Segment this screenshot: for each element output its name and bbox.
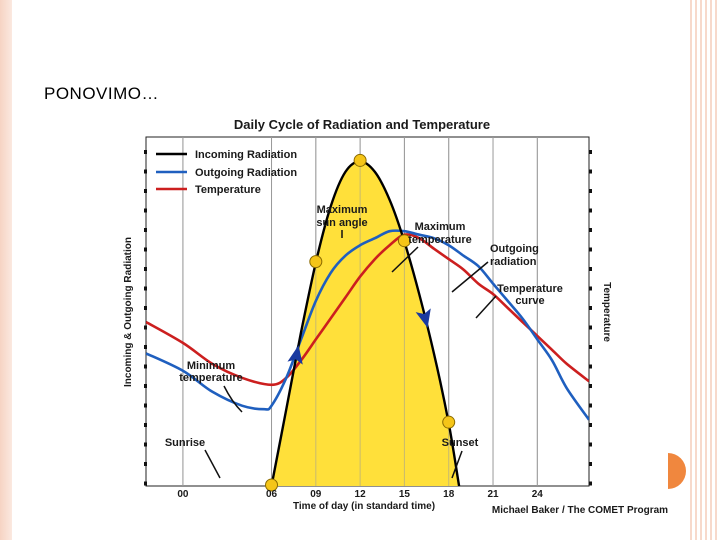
legend-label-outgoing: Outgoing Radiation <box>195 167 297 179</box>
temperature-line <box>146 233 589 387</box>
annotation-max-temp-line2: temperature <box>408 234 472 246</box>
annotation-outgoing-line1: Outgoing <box>490 243 539 255</box>
annotation-min-temp-line2: temperature <box>179 372 243 384</box>
right-tick-1 <box>589 169 592 174</box>
annotation-sunset-pointer <box>451 450 463 479</box>
annotation-temp-curve-line2: curve <box>515 295 544 307</box>
sun-area-fill <box>271 161 460 486</box>
right-tick-10 <box>589 345 592 349</box>
left-tick-16 <box>144 462 147 466</box>
x-axis-label: Time of day (in standard time) <box>293 501 435 512</box>
right-tick-11 <box>589 364 592 369</box>
side-ticks <box>144 150 592 486</box>
left-tick-7 <box>144 286 147 291</box>
x-tick-labels: 00 06 09 12 15 18 21 24 <box>177 489 543 500</box>
legend-label-incoming: Incoming Radiation <box>195 149 297 161</box>
x-tick-label-00: 00 <box>177 489 189 500</box>
annotations: Maximum sun angle Maximum temperature Ou… <box>165 204 563 479</box>
slide-border-left <box>0 0 12 540</box>
left-tick-17 <box>144 481 147 486</box>
left-tick-11 <box>144 364 147 369</box>
left-tick-6 <box>144 267 147 271</box>
arrow-rising <box>287 345 303 365</box>
annotation-max-sun-line2: sun angle <box>316 217 367 229</box>
left-tick-3 <box>144 208 147 213</box>
y-axis-label-right: Temperature <box>601 282 612 342</box>
left-tick-14 <box>144 423 147 427</box>
annotation-sunrise-pointer <box>204 449 221 479</box>
marker-18 <box>442 415 456 429</box>
annotation-max-sun-line1: Maximum <box>317 204 368 216</box>
left-tick-4 <box>144 228 147 232</box>
left-tick-8 <box>144 306 147 310</box>
right-tick-9 <box>589 325 592 330</box>
sun-area <box>182 137 538 486</box>
arrow-layer <box>287 308 431 365</box>
marker-15 <box>397 234 411 248</box>
right-tick-13 <box>589 403 592 408</box>
annotation-outgoing-line2: radiation <box>490 256 537 268</box>
slide-border-right <box>690 0 720 540</box>
x-tick-label-09: 09 <box>310 489 322 500</box>
right-tick-12 <box>589 384 592 388</box>
annotation-max-temp-line1: Maximum <box>415 221 466 233</box>
chart-credit: Michael Baker / The COMET Program <box>492 505 668 516</box>
annotation-sunset: Sunset <box>442 437 479 449</box>
marker-9 <box>309 255 323 269</box>
left-tick-1 <box>144 169 147 174</box>
annotation-min-temp-line1: Minimum <box>187 360 235 372</box>
annotation-temp-curve-line1: Temperature <box>497 283 563 295</box>
marker-6 <box>265 478 279 492</box>
legend: Incoming Radiation Outgoing Radiation Te… <box>156 149 297 196</box>
right-tick-3 <box>589 208 592 213</box>
right-tick-15 <box>589 442 592 447</box>
right-tick-6 <box>589 267 592 271</box>
x-tick-label-24: 24 <box>532 489 544 500</box>
right-tick-8 <box>589 306 592 310</box>
left-tick-5 <box>144 247 147 252</box>
legend-label-temperature: Temperature <box>195 184 261 196</box>
annotation-max-temp-pointer <box>391 246 419 273</box>
y-axis-label-left: Incoming & Outgoing Radiation <box>123 237 134 387</box>
x-tick-label-15: 15 <box>399 489 411 500</box>
annotation-sunrise: Sunrise <box>165 437 205 449</box>
annotation-temp-curve-pointer <box>475 295 497 319</box>
right-tick-17 <box>589 481 592 486</box>
marker-layer <box>265 153 456 492</box>
arrow-falling <box>415 308 431 328</box>
right-tick-5 <box>589 247 592 252</box>
outgoing-radiation-line <box>146 229 589 421</box>
marker-12 <box>353 153 367 167</box>
x-tick-label-21: 21 <box>487 489 499 500</box>
chart-title: Daily Cycle of Radiation and Temperature <box>234 117 490 132</box>
annotation-outgoing-pointer <box>451 261 489 293</box>
right-tick-16 <box>589 462 592 466</box>
x-tick-label-12: 12 <box>355 489 367 500</box>
left-tick-9 <box>144 325 147 330</box>
right-tick-4 <box>589 228 592 232</box>
left-tick-2 <box>144 189 147 193</box>
annotation-min-temp-pointer <box>223 385 243 413</box>
x-tick-label-06: 06 <box>266 489 278 500</box>
slide-title: PONOVIMO… <box>44 84 160 103</box>
left-tick-15 <box>144 442 147 447</box>
left-tick-10 <box>144 345 147 349</box>
right-tick-2 <box>589 189 592 193</box>
left-tick-13 <box>144 403 147 408</box>
right-tick-7 <box>589 286 592 291</box>
right-tick-14 <box>589 423 592 427</box>
x-tick-label-18: 18 <box>443 489 455 500</box>
right-tick-0 <box>589 150 592 154</box>
left-tick-12 <box>144 384 147 388</box>
left-tick-0 <box>144 150 147 154</box>
accent-tab <box>668 453 686 489</box>
